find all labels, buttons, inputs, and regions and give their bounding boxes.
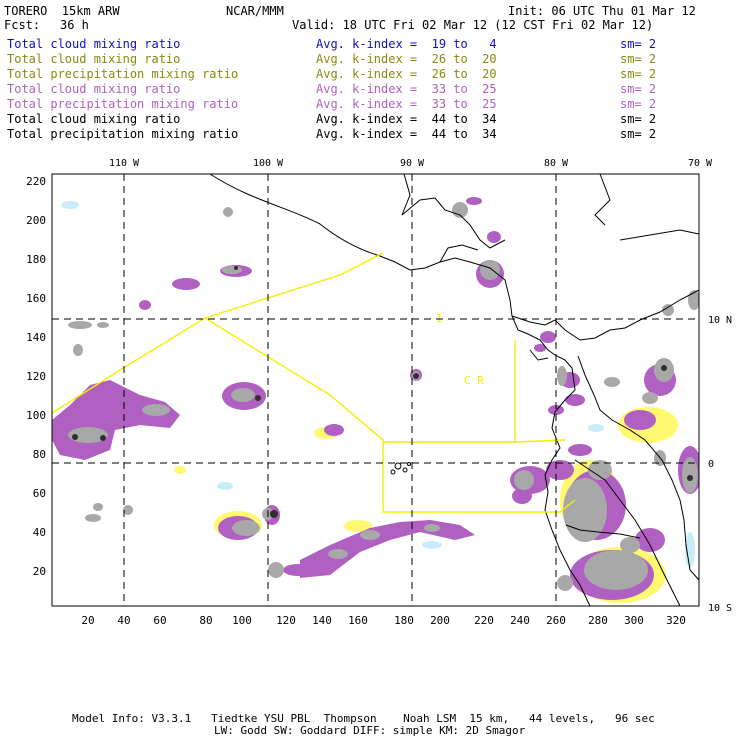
legend-field: Total precipitation mixing ratio [7,127,239,141]
y-tick: 80 [33,448,46,461]
lon-label: 80 W [544,158,569,169]
lon-labels: 110 W 100 W 90 W 80 W 70 W [109,158,713,169]
fcst-value: 36 h [60,18,89,32]
x-tick: 320 [666,614,686,627]
legend-field: Total cloud mixing ratio [7,112,181,126]
x-tick: 120 [276,614,296,627]
x-tick: 280 [588,614,608,627]
y-tick: 20 [33,565,46,578]
legend-index: Avg. k-index = 33 to 25 [316,82,497,96]
legend-field: Total cloud mixing ratio [7,52,181,66]
legend-field: Total precipitation mixing ratio [7,97,239,111]
legend-field: Total cloud mixing ratio [7,37,181,51]
x-tick: 160 [348,614,368,627]
center-name: NCAR/MMM [226,4,284,18]
legend-sm: sm= 2 [620,52,657,66]
lon-label: 70 W [688,158,713,169]
x-tick: 80 [199,614,212,627]
y-tick: 220 [26,175,46,188]
legend-index: Avg. k-index = 44 to 34 [316,112,497,126]
legend-sm: sm= 2 [620,82,657,96]
legend-sm: sm= 2 [620,67,657,81]
x-tick: 140 [312,614,332,627]
legend-index: Avg. k-index = 26 to 20 [316,52,497,66]
light-cloud-areas [61,201,695,568]
map-frame [51,173,700,607]
x-tick-labels: 20 40 60 80 100 120 140 160 180 200 220 … [81,614,686,627]
lat-labels: 10 N 0 10 S [708,315,732,614]
x-tick: 180 [394,614,414,627]
x-tick: 40 [117,614,130,627]
y-tick: 120 [26,370,46,383]
x-tick: 60 [153,614,166,627]
model-info: Model Info: V3.3.1 Tiedtke YSU PBL Thomp… [72,712,655,725]
legend-index: Avg. k-index = 19 to 4 [316,37,497,51]
graticule [52,174,699,606]
legend-sm: sm= 2 [620,97,657,111]
x-tick: 260 [546,614,566,627]
region-label-cr: C R [464,374,484,387]
y-tick: 100 [26,409,46,422]
physics-info: LW: Godd SW: Goddard DIFF: simple KM: 2D… [214,724,526,737]
x-tick: 300 [624,614,644,627]
y-tick: 140 [26,331,46,344]
lat-label: 10 N [708,315,732,326]
fcst-label: Fcst: [4,18,41,32]
legend-sm: sm= 2 [620,112,657,126]
legend-index: Avg. k-index = 44 to 34 [316,127,497,141]
init-time: Init: 06 UTC Thu 01 Mar 12 [508,4,696,18]
legend-sm: sm= 2 [620,127,657,141]
legend-field: Total precipitation mixing ratio [7,67,239,81]
y-tick: 60 [33,487,46,500]
x-tick: 200 [430,614,450,627]
lon-label: 100 W [253,158,284,169]
lon-label: 90 W [400,158,425,169]
region-boundaries [51,252,576,513]
y-tick: 160 [26,292,46,305]
core-cells [72,266,693,518]
legend-field: Total cloud mixing ratio [7,82,181,96]
lon-label: 110 W [109,158,140,169]
coastlines [209,173,700,607]
high-cloud-areas [52,197,699,600]
galapagos-islands [390,462,411,475]
legend-index: Avg. k-index = 33 to 25 [316,97,497,111]
y-tick: 40 [33,526,46,539]
x-tick: 100 [232,614,252,627]
y-tick-labels: 220 200 180 160 140 120 100 80 60 40 20 [26,175,46,578]
cloud-field [52,197,699,603]
valid-time: Valid: 18 UTC Fri 02 Mar 12 (12 CST Fri … [292,18,654,32]
legend-sm: sm= 2 [620,37,657,51]
lat-label: 10 S [708,603,732,614]
lat-label: 0 [708,459,714,470]
model-name: TORERO 15km ARW [4,4,120,18]
x-tick: 240 [510,614,530,627]
x-tick: 220 [474,614,494,627]
legend-index: Avg. k-index = 26 to 20 [316,67,497,81]
x-tick: 20 [81,614,94,627]
y-tick: 180 [26,253,46,266]
y-tick: 200 [26,214,46,227]
dense-cloud-areas [68,202,699,591]
